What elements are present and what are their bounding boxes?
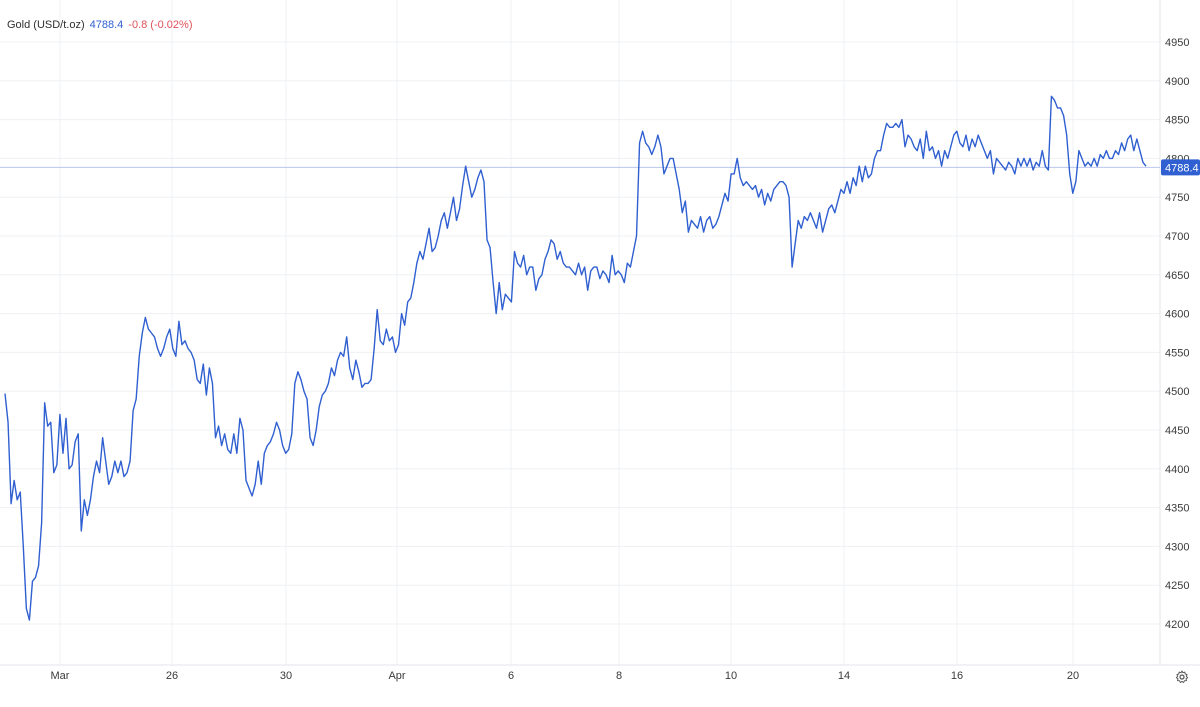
time-tick-label: 6 — [508, 670, 514, 682]
price-tick-label: 4400 — [1165, 464, 1189, 476]
price-tick-label: 4650 — [1165, 270, 1189, 282]
time-tick-label: Mar — [51, 670, 70, 682]
price-tick-label: 4350 — [1165, 503, 1189, 515]
time-axis: Mar 26 30 Apr 6 8 10 14 16 20 — [51, 670, 1080, 682]
price-tick-label: 4750 — [1165, 192, 1189, 204]
price-tick-label: 4200 — [1165, 619, 1189, 631]
instrument-name: Gold (USD/t.oz) — [7, 19, 85, 31]
chart-legend: Gold (USD/t.oz) 4788.4 -0.8 (-0.02%) — [7, 18, 193, 32]
current-price-tag: 4788.4 — [1161, 159, 1200, 176]
gear-icon[interactable] — [1174, 670, 1190, 686]
time-tick-label: 8 — [616, 670, 622, 682]
time-tick-label: 14 — [838, 670, 850, 682]
price-axis: 4200 4250 4300 4350 4400 4450 4500 4550 4600 4650… — [1165, 37, 1189, 631]
price-tick-label: 4500 — [1165, 386, 1189, 398]
price-tick-label: 4250 — [1165, 580, 1189, 592]
price-tick-label: 4700 — [1165, 231, 1189, 243]
time-tick-label: Apr — [388, 670, 405, 682]
time-tick-label: 20 — [1067, 670, 1079, 682]
time-tick-label: 16 — [951, 670, 963, 682]
last-value: 4788.4 — [89, 19, 124, 31]
price-tick-label: 4850 — [1165, 115, 1189, 127]
price-tick-label: 4300 — [1165, 541, 1189, 553]
price-tick-label: 4450 — [1165, 425, 1189, 437]
time-tick-label: 26 — [166, 670, 178, 682]
price-tick-label: 4950 — [1165, 37, 1189, 49]
time-tick-label: 30 — [280, 670, 292, 682]
price-tick-label: 4550 — [1165, 347, 1189, 359]
price-tick-label: 4600 — [1165, 309, 1189, 321]
price-change: -0.8 (-0.02%) — [128, 19, 193, 31]
current-price-tag-label: 4788.4 — [1165, 162, 1199, 174]
series-line — [4, 95, 1147, 621]
grid — [0, 0, 1160, 665]
price-tick-label: 4900 — [1165, 76, 1189, 88]
time-tick-label: 10 — [725, 670, 737, 682]
current-price-tag-background — [1161, 159, 1200, 176]
